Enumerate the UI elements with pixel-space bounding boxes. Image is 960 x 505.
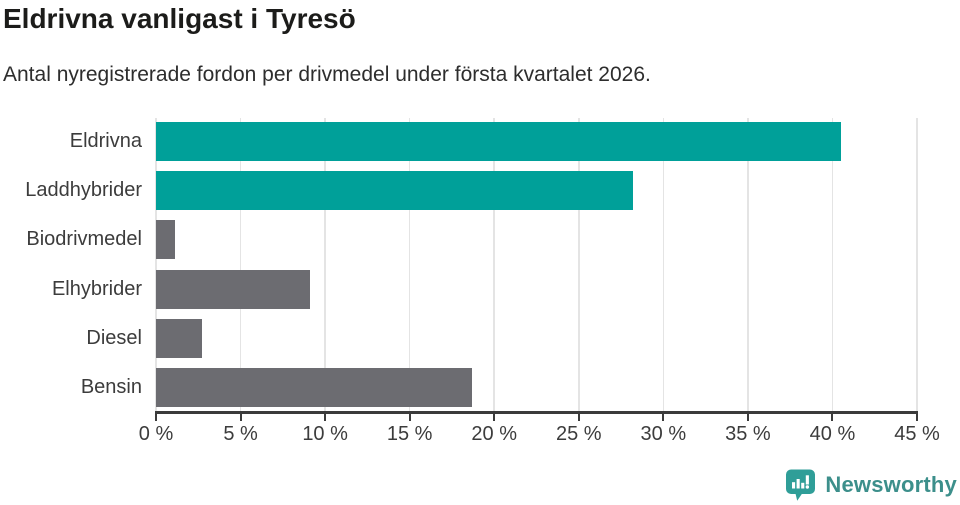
bar-diesel: [156, 318, 202, 358]
logo-exclamation-stem: [806, 475, 810, 485]
x-tick-label-30pct: 30 %: [640, 423, 687, 445]
logo-bar-3: [801, 482, 805, 489]
x-axis-tick-25pct: [577, 411, 580, 421]
logo-bar-1: [792, 482, 796, 489]
bar-biodrivmedel: [156, 220, 175, 260]
category-label-diesel: Diesel: [86, 326, 142, 349]
category-label-eldrivna: Eldrivna: [69, 130, 142, 152]
x-axis-tick-45pct: [916, 411, 918, 421]
gridline-30pct: [662, 118, 665, 412]
speech-bubble-shape: [786, 469, 816, 501]
gridline-15pct: [408, 118, 411, 412]
x-tick-label-45pct: 45 %: [894, 423, 940, 445]
gridline-20pct: [493, 118, 495, 412]
x-axis-tick-10pct: [324, 411, 327, 421]
bar-eldrivna: [156, 122, 841, 161]
gridline-5pct: [239, 118, 242, 412]
chart-subtitle: Antal nyregistrerade fordon per drivmede…: [3, 63, 651, 86]
x-tick-label-0pct: 0 %: [138, 423, 174, 445]
x-axis-tick-30pct: [662, 411, 665, 421]
x-axis-tick-15pct: [408, 411, 411, 421]
x-tick-label-5pct: 5 %: [223, 423, 258, 445]
gridline-10pct: [324, 118, 326, 412]
x-tick-label-35pct: 35 %: [725, 423, 771, 445]
x-tick-label-15pct: 15 %: [386, 423, 433, 445]
x-axis-tick-20pct: [493, 411, 496, 421]
category-label-elhybrider: Elhybrider: [51, 277, 142, 300]
x-tick-label-40pct: 40 %: [809, 423, 856, 445]
gridline-0pct: [155, 118, 157, 412]
gridline-35pct: [747, 118, 749, 412]
gridline-45pct: [916, 118, 918, 412]
x-axis-tick-35pct: [746, 411, 749, 421]
newsworthy-logo-text: Newsworthy: [825, 472, 957, 497]
x-tick-label-10pct: 10 %: [302, 423, 348, 445]
x-axis-line: [155, 411, 918, 414]
category-label-biodrivmedel: Biodrivmedel: [26, 228, 142, 251]
gridline-25pct: [578, 118, 580, 412]
gridline-40pct: [831, 118, 834, 412]
bar-elhybrider: [156, 269, 310, 309]
bar-bensin: [156, 367, 473, 407]
chart-title: Eldrivna vanligast i Tyresö: [3, 3, 356, 34]
x-axis-tick-0pct: [155, 411, 157, 421]
plot-area: [155, 117, 918, 412]
category-label-bensin: Bensin: [80, 375, 142, 398]
logo-exclamation-dot: [806, 485, 810, 489]
newsworthy-logo-icon: [786, 469, 816, 501]
x-axis-tick-5pct: [239, 411, 242, 421]
x-axis-tick-40pct: [831, 411, 834, 421]
x-tick-label-25pct: 25 %: [555, 423, 602, 445]
x-tick-label-20pct: 20 %: [471, 423, 518, 445]
logo-bar-2: [797, 479, 801, 489]
bar-laddhybrider: [156, 171, 633, 211]
category-label-laddhybrider: Laddhybrider: [25, 179, 142, 202]
brand-footer: Newsworthy: [785, 469, 957, 501]
